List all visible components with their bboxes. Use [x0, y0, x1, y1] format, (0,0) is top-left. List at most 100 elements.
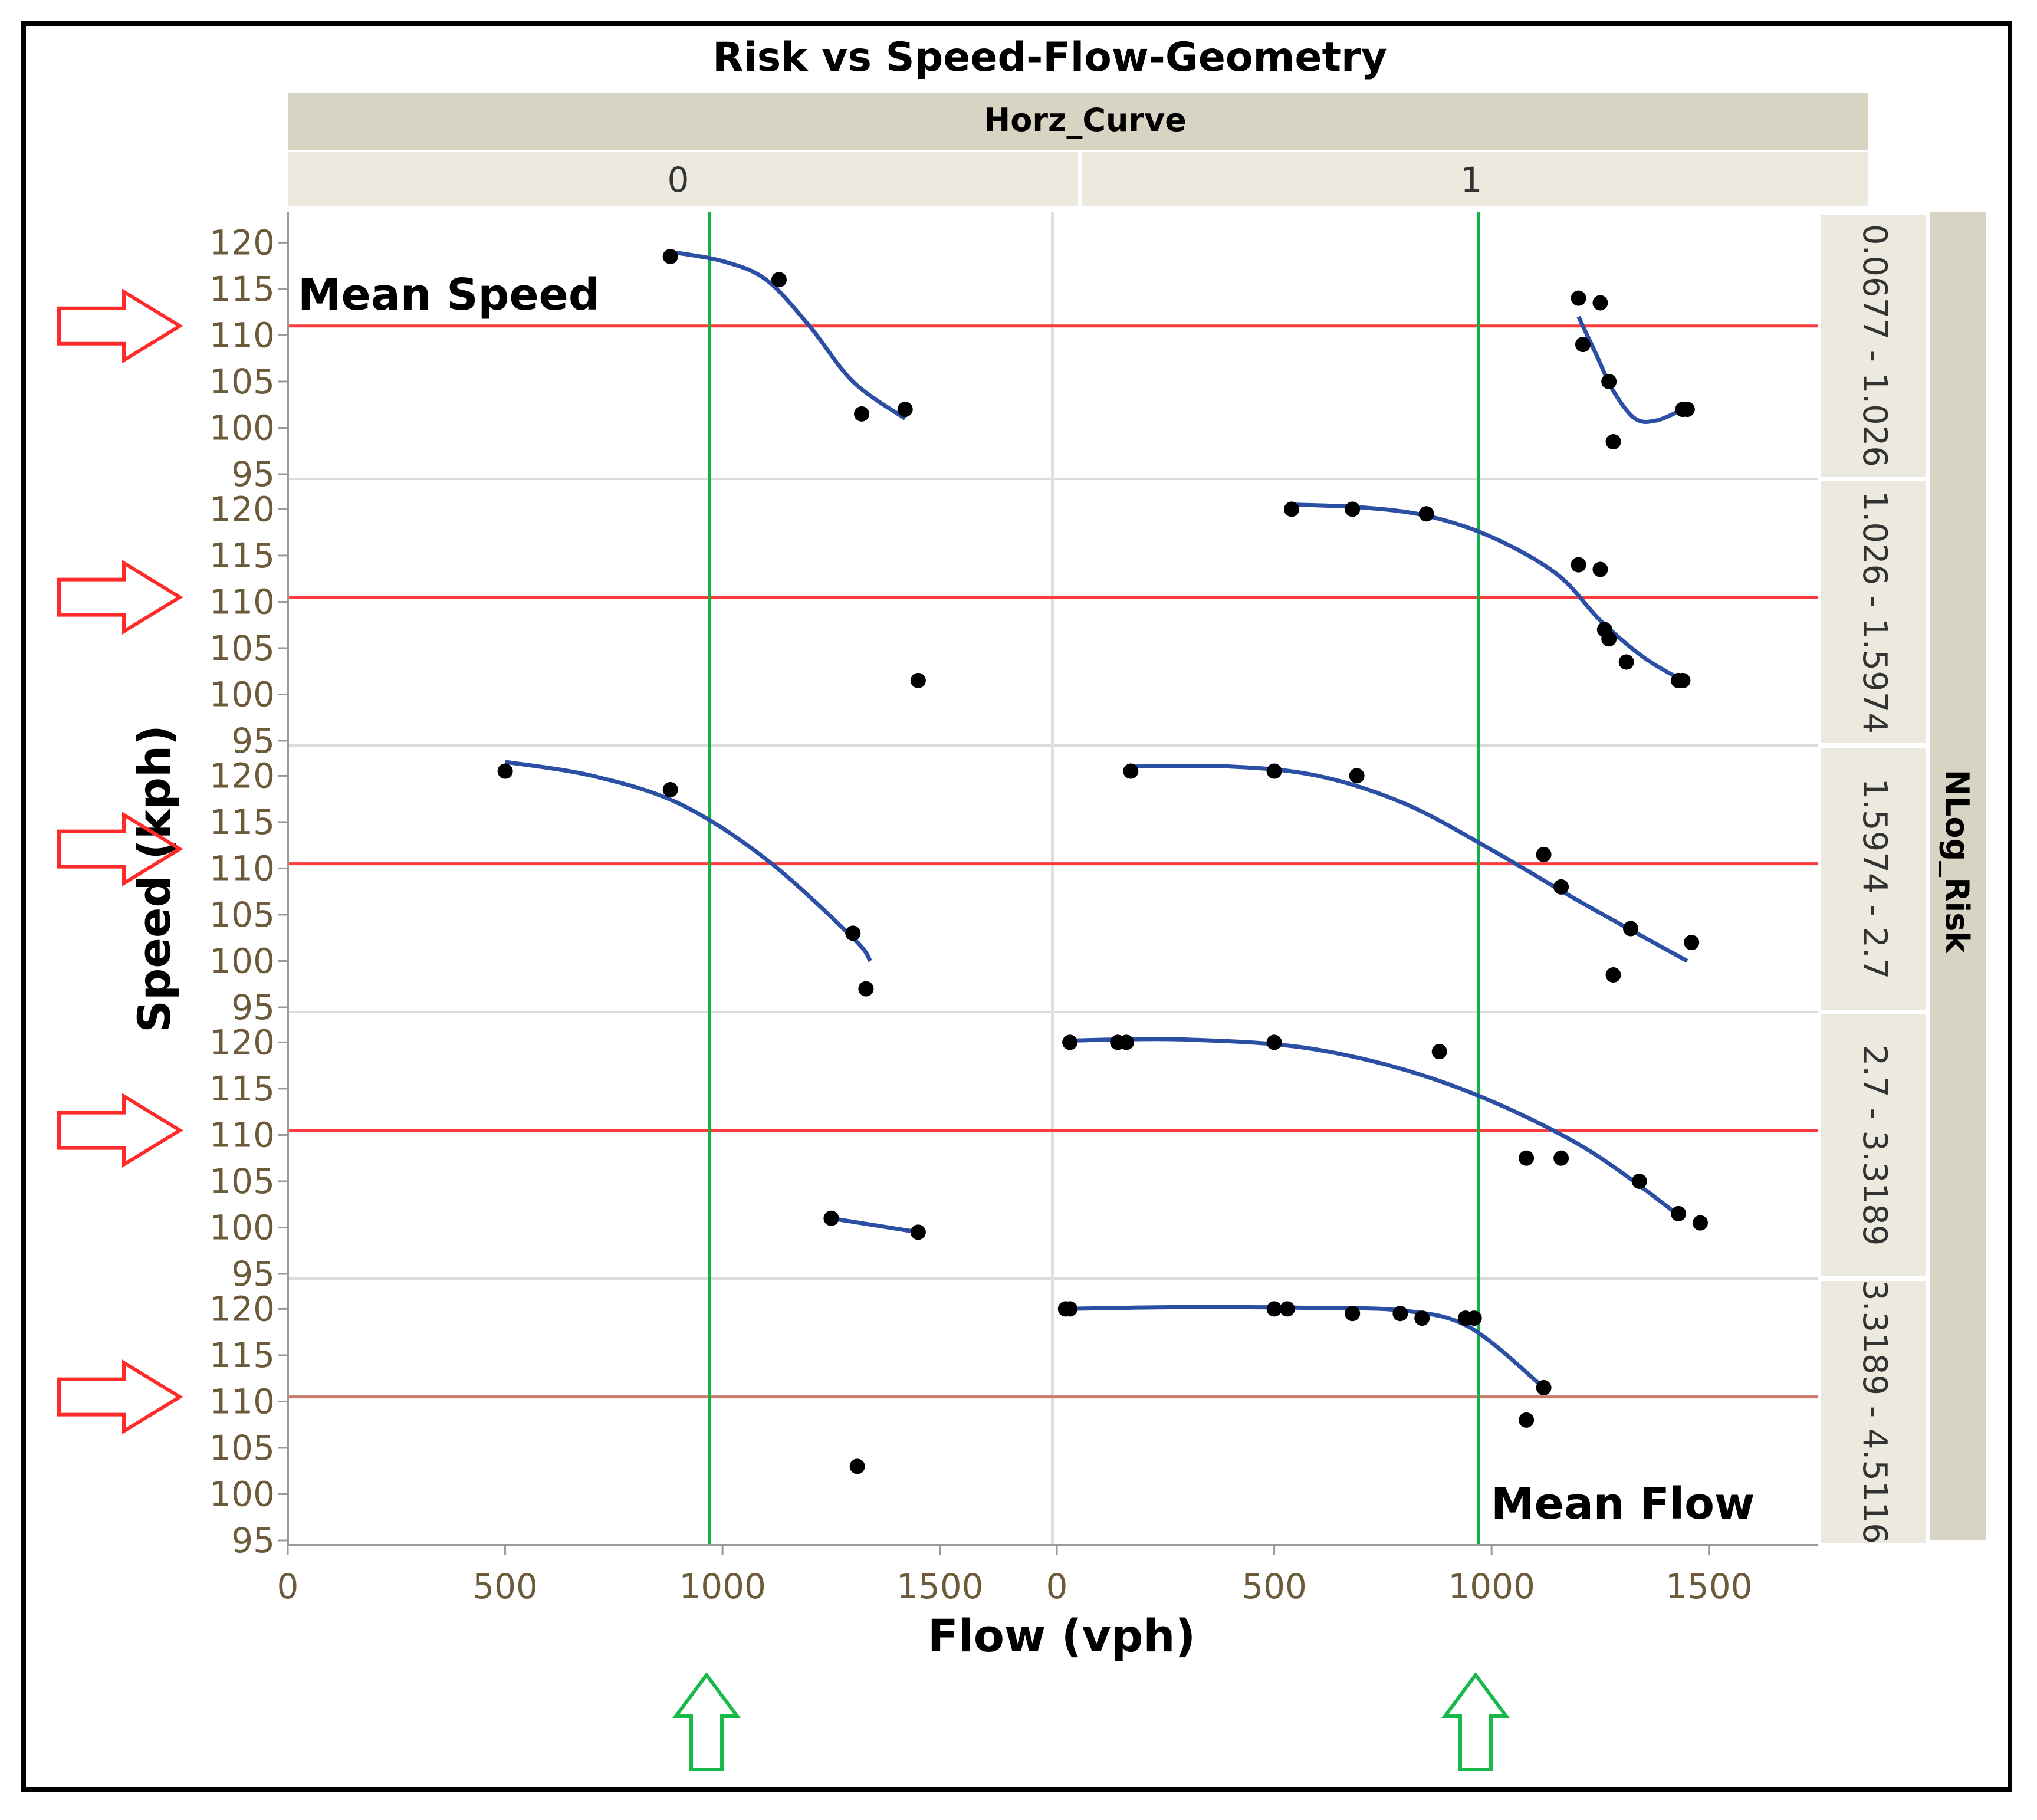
- data-point: [897, 402, 913, 418]
- mean-speed-arrow-icon: [57, 1359, 183, 1434]
- row-header-4: [1821, 1281, 1926, 1543]
- x-tick-label: 1500: [1665, 1566, 1753, 1607]
- x-tick-label: 1500: [896, 1566, 984, 1607]
- x-tick-label: 0: [277, 1566, 299, 1607]
- mean-speed-arrow-icon: [57, 812, 183, 886]
- y-tick-label: 100: [209, 408, 275, 448]
- data-point: [849, 1458, 865, 1474]
- data-point: [1692, 1215, 1708, 1231]
- panel-bg-2-1: [1057, 745, 1818, 1012]
- data-point: [771, 272, 787, 288]
- data-point: [910, 672, 926, 688]
- row-header-label-1: 1.026 - 1.5974: [1855, 491, 1894, 734]
- x-tick-label: 0: [1046, 1566, 1068, 1607]
- y-tick-label: 115: [209, 269, 275, 309]
- fit-curve-2-1: [1131, 764, 1688, 963]
- y-tick-label: 95: [231, 454, 275, 494]
- y-tick-label: 115: [209, 802, 275, 842]
- panel-bg-4-0: [288, 1279, 1049, 1545]
- y-tick-label: 110: [209, 1115, 275, 1155]
- data-point: [1431, 1044, 1447, 1060]
- panel-bg-3-0: [288, 1012, 1049, 1279]
- data-point: [1284, 501, 1300, 517]
- data-point: [1266, 1034, 1282, 1050]
- data-point: [1605, 434, 1621, 450]
- data-point: [1418, 506, 1434, 522]
- panel-bg-1-0: [288, 479, 1049, 745]
- data-point: [1605, 967, 1621, 983]
- data-point: [1345, 501, 1361, 517]
- row-header-0: [1821, 215, 1926, 477]
- y-tick-label: 120: [209, 222, 275, 262]
- col-group-header: [288, 93, 1868, 150]
- panel-bg-0-1: [1057, 212, 1818, 479]
- y-tick-label: 100: [209, 674, 275, 714]
- data-point: [1519, 1412, 1535, 1428]
- data-point: [1062, 1034, 1078, 1050]
- mean-speed-arrow-icon: [57, 288, 183, 364]
- y-tick-label: 115: [209, 1069, 275, 1109]
- row-header-1: [1821, 481, 1926, 743]
- row-header-label-3: 2.7 - 3.3189: [1855, 1045, 1894, 1246]
- data-point: [1349, 768, 1365, 784]
- data-point: [497, 763, 513, 779]
- panel-bg-1-1: [1057, 479, 1818, 745]
- data-point: [1536, 1379, 1552, 1395]
- fit-curve-1-1: [1291, 502, 1684, 682]
- y-tick-label: 120: [209, 755, 275, 796]
- data-point: [662, 781, 678, 797]
- x-tick-label: 1000: [1448, 1566, 1535, 1607]
- y-tick-label: 105: [209, 362, 275, 402]
- data-point: [1601, 373, 1617, 389]
- mean-speed-arrow-icon: [57, 560, 183, 635]
- row-group-header: [1930, 212, 1986, 1540]
- data-point: [1618, 654, 1634, 670]
- data-point: [1571, 290, 1586, 306]
- data-point: [858, 981, 874, 997]
- data-point: [1266, 1301, 1282, 1317]
- data-point: [823, 1210, 839, 1226]
- x-tick-label: 500: [1241, 1566, 1307, 1607]
- x-tick-label: 1000: [679, 1566, 766, 1607]
- fit-curve-4-1: [1065, 1305, 1545, 1389]
- y-axis-title: Speed (kph): [128, 725, 180, 1033]
- data-point: [1592, 561, 1608, 577]
- data-point: [1575, 337, 1591, 353]
- y-tick-label: 100: [209, 941, 275, 981]
- data-point: [1671, 1205, 1687, 1221]
- data-point: [910, 1224, 926, 1240]
- y-tick-label: 95: [231, 987, 275, 1027]
- mean-flow-label: Mean Flow: [1491, 1479, 1755, 1529]
- y-tick-label: 105: [209, 1161, 275, 1201]
- data-point: [1684, 935, 1700, 951]
- data-point: [1631, 1173, 1647, 1189]
- y-tick-label: 100: [209, 1207, 275, 1247]
- y-tick-label: 110: [209, 848, 275, 888]
- data-point: [845, 925, 861, 941]
- y-tick-label: 105: [209, 895, 275, 935]
- col-header-label-1: 1: [1461, 160, 1483, 200]
- row-header-label-4: 3.3189 - 4.5116: [1855, 1280, 1894, 1544]
- y-tick-label: 115: [209, 536, 275, 576]
- row-header-label-0: 0.0677 - 1.026: [1855, 224, 1894, 467]
- fit-curve-0-1: [1576, 316, 1684, 424]
- y-tick-label: 105: [209, 628, 275, 668]
- y-tick-label: 110: [209, 315, 275, 355]
- row-group-label: NLog_Risk: [1939, 770, 1976, 954]
- data-point: [1592, 295, 1608, 311]
- data-point: [1519, 1150, 1535, 1166]
- data-point: [1118, 1034, 1134, 1050]
- data-point: [1553, 1150, 1569, 1166]
- col-header-label-0: 0: [668, 160, 689, 200]
- row-header-2: [1821, 748, 1926, 1010]
- y-tick-label: 95: [231, 721, 275, 761]
- row-header-3: [1821, 1014, 1926, 1276]
- mean-flow-arrow-icon: [1441, 1671, 1510, 1771]
- data-point: [1623, 921, 1639, 937]
- data-point: [1466, 1310, 1482, 1326]
- data-point: [1279, 1301, 1295, 1317]
- data-point: [1266, 763, 1282, 779]
- fit-curve-3-1: [1070, 1037, 1684, 1220]
- x-axis-title: Flow (vph): [928, 1609, 1195, 1662]
